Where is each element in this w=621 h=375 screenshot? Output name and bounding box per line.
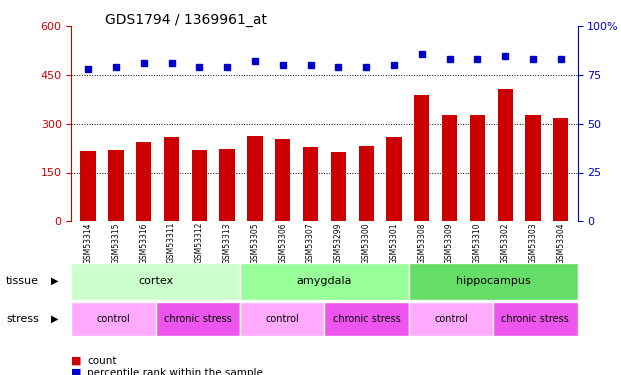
Text: chronic stress: chronic stress bbox=[333, 314, 401, 324]
Bar bbox=[409, 302, 493, 336]
Bar bbox=[553, 118, 568, 221]
Bar bbox=[331, 152, 346, 221]
Text: GSM53307: GSM53307 bbox=[306, 222, 315, 264]
Text: amygdala: amygdala bbox=[297, 276, 352, 286]
Text: GSM53315: GSM53315 bbox=[111, 222, 120, 264]
Bar bbox=[81, 152, 96, 221]
Bar bbox=[164, 137, 179, 221]
Bar bbox=[71, 302, 156, 336]
Text: GSM53301: GSM53301 bbox=[389, 222, 399, 264]
Bar bbox=[303, 147, 318, 221]
Text: control: control bbox=[97, 314, 130, 324]
Bar bbox=[275, 140, 291, 221]
Text: percentile rank within the sample: percentile rank within the sample bbox=[87, 368, 263, 375]
Text: GSM53304: GSM53304 bbox=[556, 222, 565, 264]
Text: GSM53299: GSM53299 bbox=[334, 222, 343, 264]
Bar bbox=[240, 302, 324, 336]
Bar bbox=[156, 302, 240, 336]
Text: GSM53302: GSM53302 bbox=[501, 222, 510, 264]
Bar bbox=[414, 95, 430, 221]
Text: chronic stress: chronic stress bbox=[164, 314, 232, 324]
Text: ■: ■ bbox=[71, 356, 82, 366]
Bar bbox=[219, 149, 235, 221]
Bar bbox=[497, 88, 513, 221]
Text: GSM53308: GSM53308 bbox=[417, 222, 426, 264]
Text: tissue: tissue bbox=[6, 276, 39, 286]
Bar bbox=[247, 136, 263, 221]
Bar bbox=[136, 142, 152, 221]
Text: GSM53312: GSM53312 bbox=[195, 222, 204, 263]
Text: GSM53305: GSM53305 bbox=[250, 222, 260, 264]
Text: GSM53310: GSM53310 bbox=[473, 222, 482, 264]
Text: chronic stress: chronic stress bbox=[502, 314, 569, 324]
Text: GSM53314: GSM53314 bbox=[84, 222, 93, 264]
Bar bbox=[493, 302, 578, 336]
Bar bbox=[324, 302, 409, 336]
Text: control: control bbox=[434, 314, 468, 324]
Text: GSM53300: GSM53300 bbox=[361, 222, 371, 264]
Bar bbox=[358, 146, 374, 221]
Text: ▶: ▶ bbox=[51, 314, 58, 324]
Text: ■: ■ bbox=[71, 368, 82, 375]
Text: hippocampus: hippocampus bbox=[456, 276, 530, 286]
Bar bbox=[71, 262, 240, 300]
Text: GSM53309: GSM53309 bbox=[445, 222, 454, 264]
Text: GSM53316: GSM53316 bbox=[139, 222, 148, 264]
Bar bbox=[240, 262, 409, 300]
Text: stress: stress bbox=[6, 314, 39, 324]
Bar bbox=[108, 150, 124, 221]
Bar bbox=[469, 115, 485, 221]
Bar bbox=[386, 137, 402, 221]
Text: count: count bbox=[87, 356, 117, 366]
Bar bbox=[525, 115, 541, 221]
Text: GSM53311: GSM53311 bbox=[167, 222, 176, 263]
Bar bbox=[409, 262, 578, 300]
Text: GDS1794 / 1369961_at: GDS1794 / 1369961_at bbox=[106, 13, 267, 27]
Text: ▶: ▶ bbox=[51, 276, 58, 286]
Bar bbox=[442, 115, 457, 221]
Text: GSM53306: GSM53306 bbox=[278, 222, 288, 264]
Bar bbox=[192, 150, 207, 221]
Text: control: control bbox=[265, 314, 299, 324]
Text: GSM53313: GSM53313 bbox=[223, 222, 232, 264]
Text: GSM53303: GSM53303 bbox=[528, 222, 538, 264]
Text: cortex: cortex bbox=[138, 276, 173, 286]
